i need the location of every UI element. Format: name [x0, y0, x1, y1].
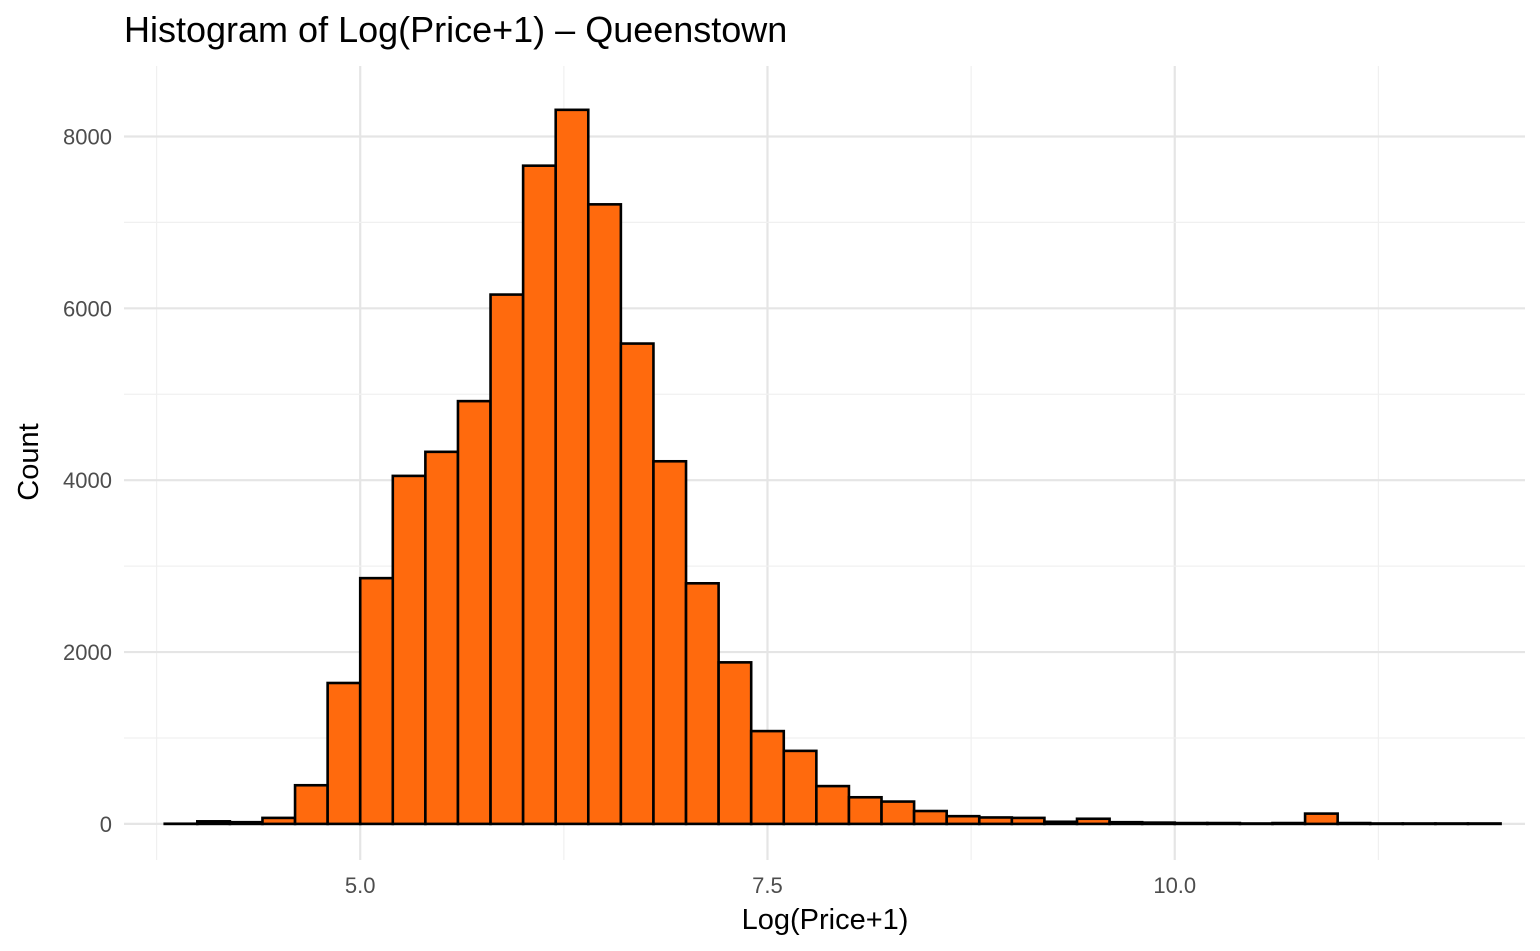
y-tick-label: 2000 — [63, 640, 112, 665]
x-axis-title: Log(Price+1) — [742, 904, 909, 936]
histogram-bar — [456, 399, 492, 826]
histogram-bar — [1075, 817, 1111, 826]
histogram-bar — [945, 814, 981, 826]
histogram-bar — [1271, 821, 1307, 826]
histogram-bar — [1303, 812, 1339, 826]
histogram-bar — [261, 816, 297, 826]
histogram-bar — [489, 293, 525, 826]
y-axis-title: Count — [13, 423, 45, 500]
x-tick-label: 7.5 — [752, 873, 783, 898]
histogram-bar — [196, 820, 232, 826]
histogram-bar — [554, 108, 590, 826]
histogram-bar — [977, 816, 1014, 826]
y-axis-tick-labels: 0 2000 4000 6000 8000 — [63, 124, 112, 836]
histogram-bars — [163, 108, 1502, 826]
histogram-bar — [1010, 816, 1046, 826]
histogram-bar — [1336, 821, 1372, 826]
histogram-bar — [782, 749, 818, 826]
x-tick-label: 5.0 — [345, 873, 376, 898]
histogram-bar — [1140, 821, 1177, 826]
histogram-bar — [228, 820, 264, 826]
histogram-bar — [619, 342, 655, 826]
histogram-bar — [358, 576, 395, 826]
histogram-bar — [1043, 820, 1079, 826]
histogram-bar — [847, 795, 883, 826]
x-tick-label: 10.0 — [1153, 873, 1196, 898]
histogram-bar — [880, 800, 916, 826]
histogram-bar — [391, 474, 427, 826]
histogram-bar — [749, 729, 786, 826]
histogram-bar — [326, 681, 362, 826]
y-tick-label: 6000 — [63, 296, 112, 321]
y-tick-label: 8000 — [63, 124, 112, 149]
histogram-bar — [815, 784, 851, 826]
histogram-bar — [424, 450, 460, 826]
histogram-bar — [1108, 820, 1144, 826]
histogram-bar — [684, 582, 720, 826]
histogram-bar — [717, 661, 753, 826]
histogram-bar — [652, 459, 688, 826]
histogram-bar — [293, 783, 329, 826]
histogram-bar — [586, 203, 623, 826]
histogram-bar — [521, 164, 558, 826]
x-axis-tick-labels: 5.0 7.5 10.0 — [345, 873, 1196, 898]
chart-title: Histogram of Log(Price+1) – Queenstown — [124, 9, 787, 50]
histogram-bar — [1206, 821, 1242, 826]
grid-lines — [124, 66, 1525, 860]
y-tick-label: 0 — [100, 812, 112, 837]
histogram-bar — [1173, 821, 1209, 826]
histogram-bar — [912, 809, 948, 826]
y-tick-label: 4000 — [63, 468, 112, 493]
